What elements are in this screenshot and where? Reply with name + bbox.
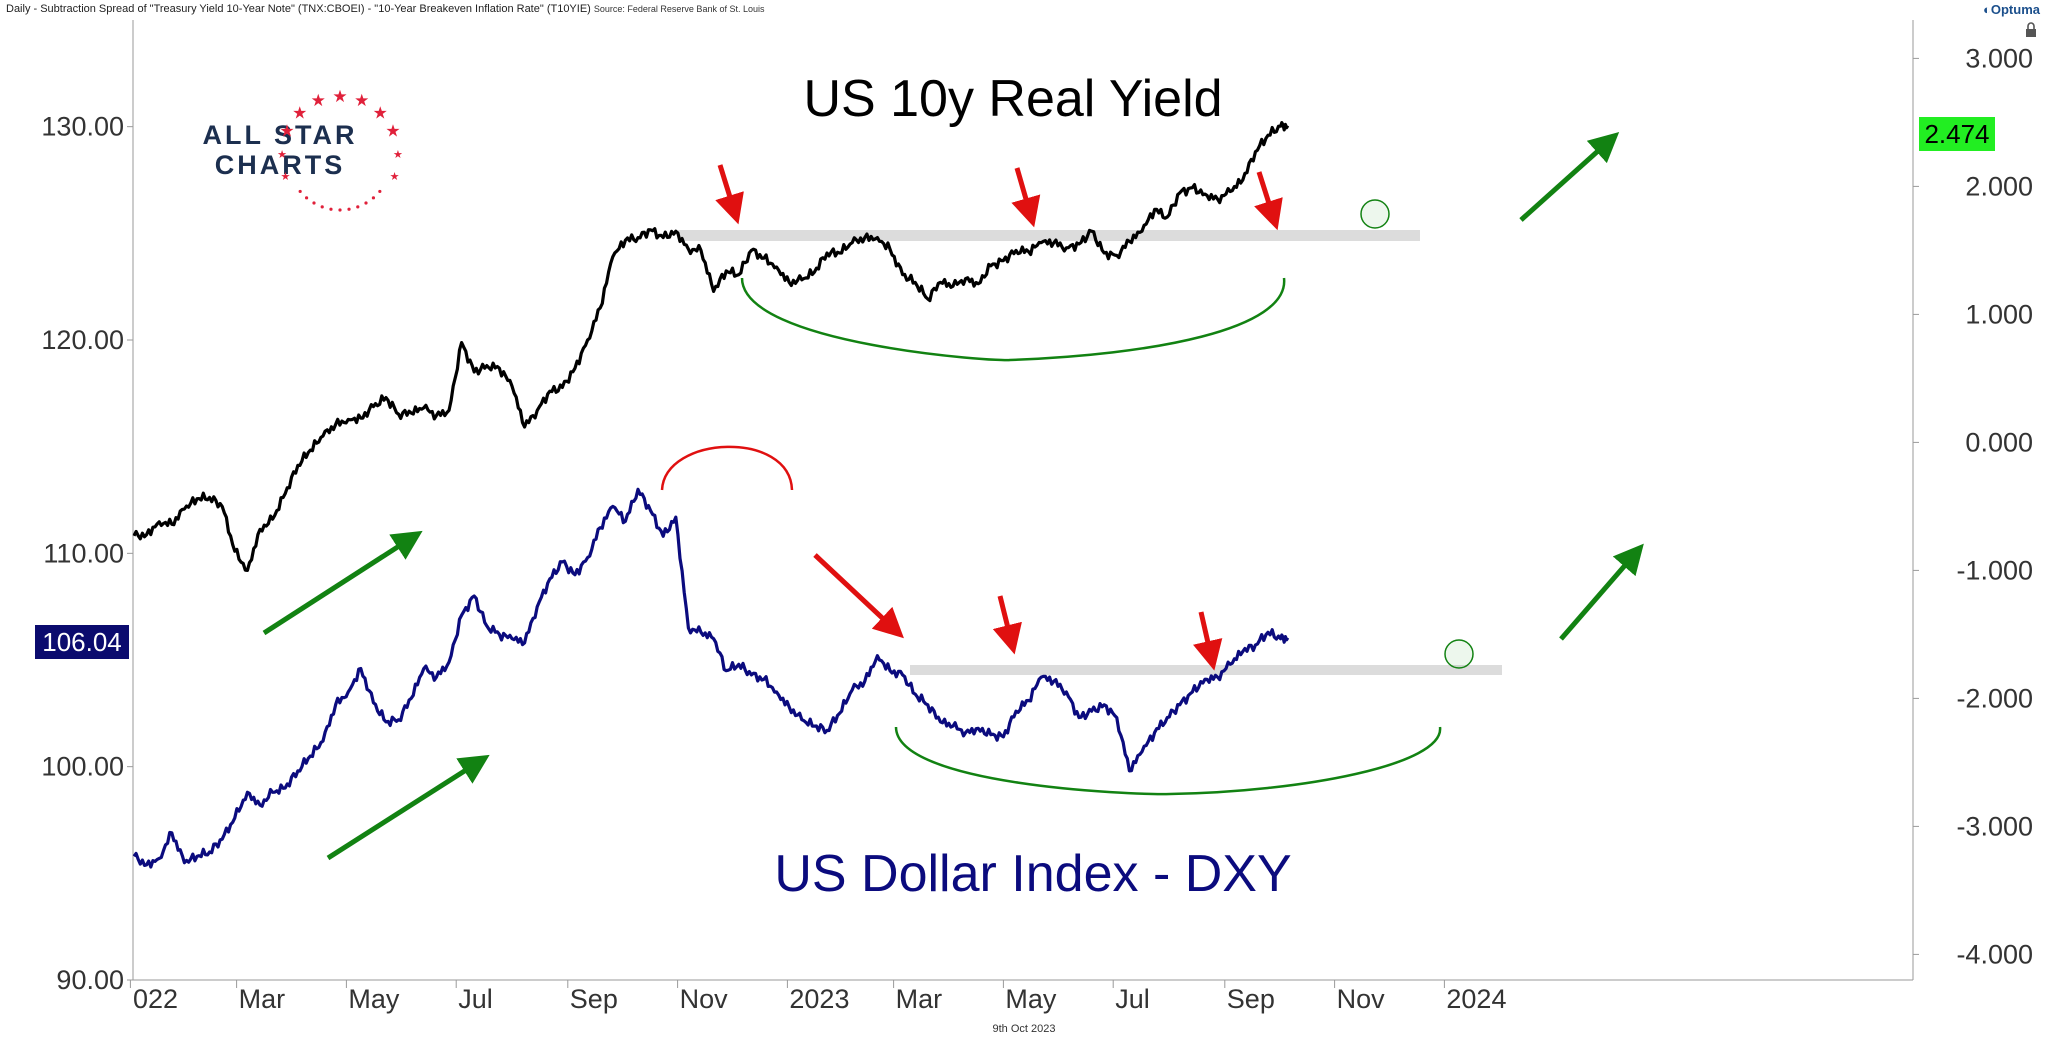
x-tick-label: Sep <box>570 984 618 1014</box>
chart-header: Daily - Subtraction Spread of "Treasury … <box>6 3 764 15</box>
left-tick-label: 100.00 <box>41 752 124 782</box>
logo-star-ring: ★★★★★ ★ ★★★★★ <box>277 87 403 212</box>
annotation-dxy: US Dollar Index - DXY <box>774 845 1291 903</box>
logo-star: ★ <box>373 103 388 122</box>
red-arrow <box>715 164 744 225</box>
logo-dot <box>329 207 333 211</box>
red-arrow <box>1254 171 1283 231</box>
real-yield-resistance-zone <box>678 230 1420 241</box>
right-tick-label: -4.000 <box>1956 939 2033 969</box>
logo-dot <box>347 207 351 211</box>
x-tick-label: May <box>1005 984 1057 1014</box>
logo-star: ★ <box>281 171 291 183</box>
x-tick-label: Jul <box>1115 984 1150 1014</box>
right-tick-label: -2.000 <box>1956 683 2033 713</box>
left-tick-label: 130.00 <box>41 112 124 142</box>
x-tick-label: Mar <box>896 984 943 1014</box>
left-axis-ticks: 130.00 120.00 110.00 100.00 90.00 <box>41 112 133 995</box>
footer-date: 9th Oct 2023 <box>992 1023 1056 1035</box>
header-title: Daily - Subtraction Spread of "Treasury … <box>6 3 591 15</box>
logo-star: ★ <box>332 87 347 106</box>
logo-line2: CHARTS <box>215 150 346 180</box>
x-axis-ticks: 022 Mar May Jul Sep Nov 2023 Mar May Jul Sep Nov 202… <box>129 980 1506 1014</box>
logo-dot <box>338 208 342 212</box>
brand-logo: ◐Optuma <box>1983 2 2040 17</box>
series-line-real-yield <box>132 121 1290 572</box>
red-arrow <box>1193 611 1223 671</box>
x-tick-label: 2024 <box>1446 984 1506 1014</box>
logo-dot <box>298 189 302 194</box>
lock-icon[interactable] <box>2024 22 2038 38</box>
green-arrow <box>326 754 490 861</box>
logo-star: ★ <box>354 91 369 110</box>
logo-dot <box>320 205 324 209</box>
logo-line1: ALL STAR <box>203 120 358 150</box>
x-tick-label: Nov <box>1337 984 1386 1014</box>
all-star-charts-logo: ALL STAR CHARTS ★★★★★ ★ ★★★★★ <box>203 87 403 212</box>
red-arrow <box>813 553 904 639</box>
logo-star: ★ <box>311 91 326 110</box>
header-source: Source: Federal Reserve Bank of St. Loui… <box>593 4 765 14</box>
logo-dot <box>378 189 382 194</box>
x-tick-label: Sep <box>1227 984 1275 1014</box>
green-arrow <box>1559 543 1644 641</box>
green-arrow <box>1519 131 1620 222</box>
right-tick-label: 2.000 <box>1965 171 2033 201</box>
dxy-value-badge <box>35 625 129 659</box>
series-line-dxy <box>132 487 1290 869</box>
left-tick-label: 120.00 <box>41 325 124 355</box>
dxy-value-label: 106.04 <box>42 627 122 657</box>
logo-star: ★ <box>292 103 307 122</box>
x-tick-label: 022 <box>133 984 178 1014</box>
logo-star: ★ <box>277 149 287 161</box>
logo-star: ★ <box>279 121 294 140</box>
right-tick-label: 0.000 <box>1965 427 2033 457</box>
left-tick-label: 110.00 <box>43 538 124 568</box>
logo-star: ★ <box>385 121 400 140</box>
real-yield-breakout-circle <box>1360 199 1390 229</box>
real-yield-value-badge <box>1919 117 1995 151</box>
red-arrows <box>715 164 1283 671</box>
logo-dot <box>356 205 360 209</box>
red-arrow <box>992 595 1022 655</box>
right-axis-ticks: 3.000 2.000 1.000 0.000 -1.000 -2.000 -3.000 -4… <box>1913 43 2033 969</box>
real-yield-value-label: 2.474 <box>1924 119 1989 149</box>
dxy-breakout-circle <box>1444 639 1474 669</box>
x-tick-label: Jul <box>458 984 493 1014</box>
x-tick-label: May <box>348 984 400 1014</box>
x-tick-label: Mar <box>239 984 286 1014</box>
logo-star: ★ <box>390 171 400 183</box>
logo-dot <box>364 201 368 205</box>
x-tick-label: 2023 <box>789 984 849 1014</box>
dxy-top-arc <box>660 445 794 491</box>
real-yield-base-arc <box>740 277 1286 362</box>
dxy-base-arc <box>894 726 1442 796</box>
right-tick-label: 3.000 <box>1965 43 2033 73</box>
annotation-real-yield: US 10y Real Yield <box>803 70 1222 128</box>
logo-dot <box>371 196 376 200</box>
left-tick-label: 90.00 <box>56 965 124 995</box>
dxy-resistance-zone <box>910 665 1502 675</box>
logo-dot <box>312 201 316 205</box>
logo-star: ★ <box>393 149 403 161</box>
right-tick-label: -1.000 <box>1956 555 2033 585</box>
logo-dot <box>304 196 309 200</box>
red-arrow <box>1011 167 1041 228</box>
green-arrows <box>262 131 1644 861</box>
right-tick-label: -3.000 <box>1956 811 2033 841</box>
green-arrow <box>262 530 423 636</box>
brand-name: Optuma <box>1990 2 2040 17</box>
x-tick-label: Nov <box>680 984 729 1014</box>
brand-icon: ◐ <box>1983 2 1991 17</box>
right-tick-label: 1.000 <box>1965 299 2033 329</box>
